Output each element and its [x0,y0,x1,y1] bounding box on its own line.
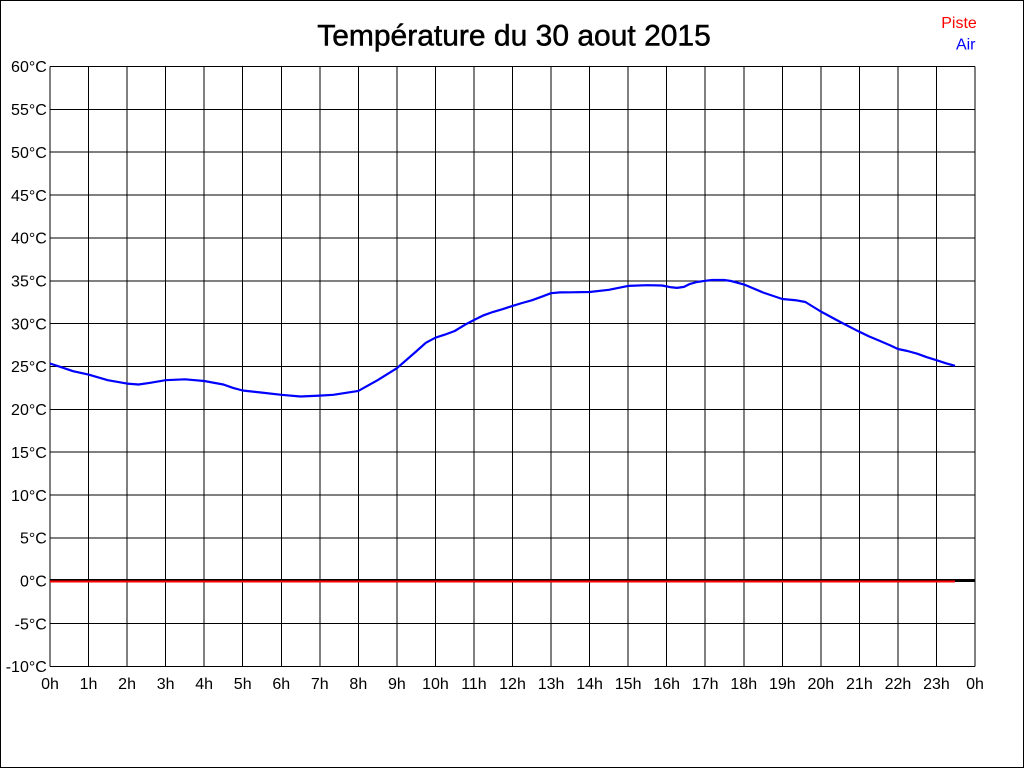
svg-text:55°C: 55°C [11,102,47,119]
svg-text:12h: 12h [499,676,526,693]
svg-text:23h: 23h [923,676,950,693]
svg-text:50°C: 50°C [11,145,47,162]
svg-text:15h: 15h [615,676,642,693]
svg-text:Piste: Piste [941,15,977,32]
svg-text:40°C: 40°C [11,231,47,248]
svg-text:-5°C: -5°C [15,616,47,633]
svg-text:4h: 4h [195,676,213,693]
svg-text:10°C: 10°C [11,488,47,505]
svg-text:2h: 2h [118,676,136,693]
svg-text:60°C: 60°C [11,59,47,76]
svg-text:20h: 20h [807,676,834,693]
svg-text:7h: 7h [311,676,329,693]
svg-text:0h: 0h [41,676,59,693]
svg-text:22h: 22h [885,676,912,693]
svg-text:Air: Air [956,37,976,54]
svg-text:21h: 21h [846,676,873,693]
svg-text:11h: 11h [461,676,487,693]
svg-text:14h: 14h [576,676,603,693]
svg-text:Température du 30 aout 2015: Température du 30 aout 2015 [317,20,711,53]
svg-text:30°C: 30°C [11,316,47,333]
svg-text:5°C: 5°C [20,531,47,548]
svg-text:5h: 5h [234,676,252,693]
svg-text:35°C: 35°C [11,273,47,290]
svg-text:6h: 6h [272,676,290,693]
svg-text:13h: 13h [538,676,565,693]
svg-text:45°C: 45°C [11,188,47,205]
svg-text:3h: 3h [157,676,175,693]
svg-text:0°C: 0°C [20,573,47,590]
svg-text:25°C: 25°C [11,359,47,376]
svg-text:10h: 10h [422,676,449,693]
svg-text:17h: 17h [692,676,719,693]
svg-text:15°C: 15°C [11,445,47,462]
svg-text:20°C: 20°C [11,402,47,419]
svg-text:0h: 0h [966,676,984,693]
svg-text:16h: 16h [653,676,680,693]
svg-text:1h: 1h [80,676,98,693]
svg-text:9h: 9h [388,676,406,693]
svg-text:18h: 18h [730,676,757,693]
svg-text:19h: 19h [769,676,796,693]
svg-text:-10°C: -10°C [6,659,47,676]
svg-text:8h: 8h [349,676,367,693]
